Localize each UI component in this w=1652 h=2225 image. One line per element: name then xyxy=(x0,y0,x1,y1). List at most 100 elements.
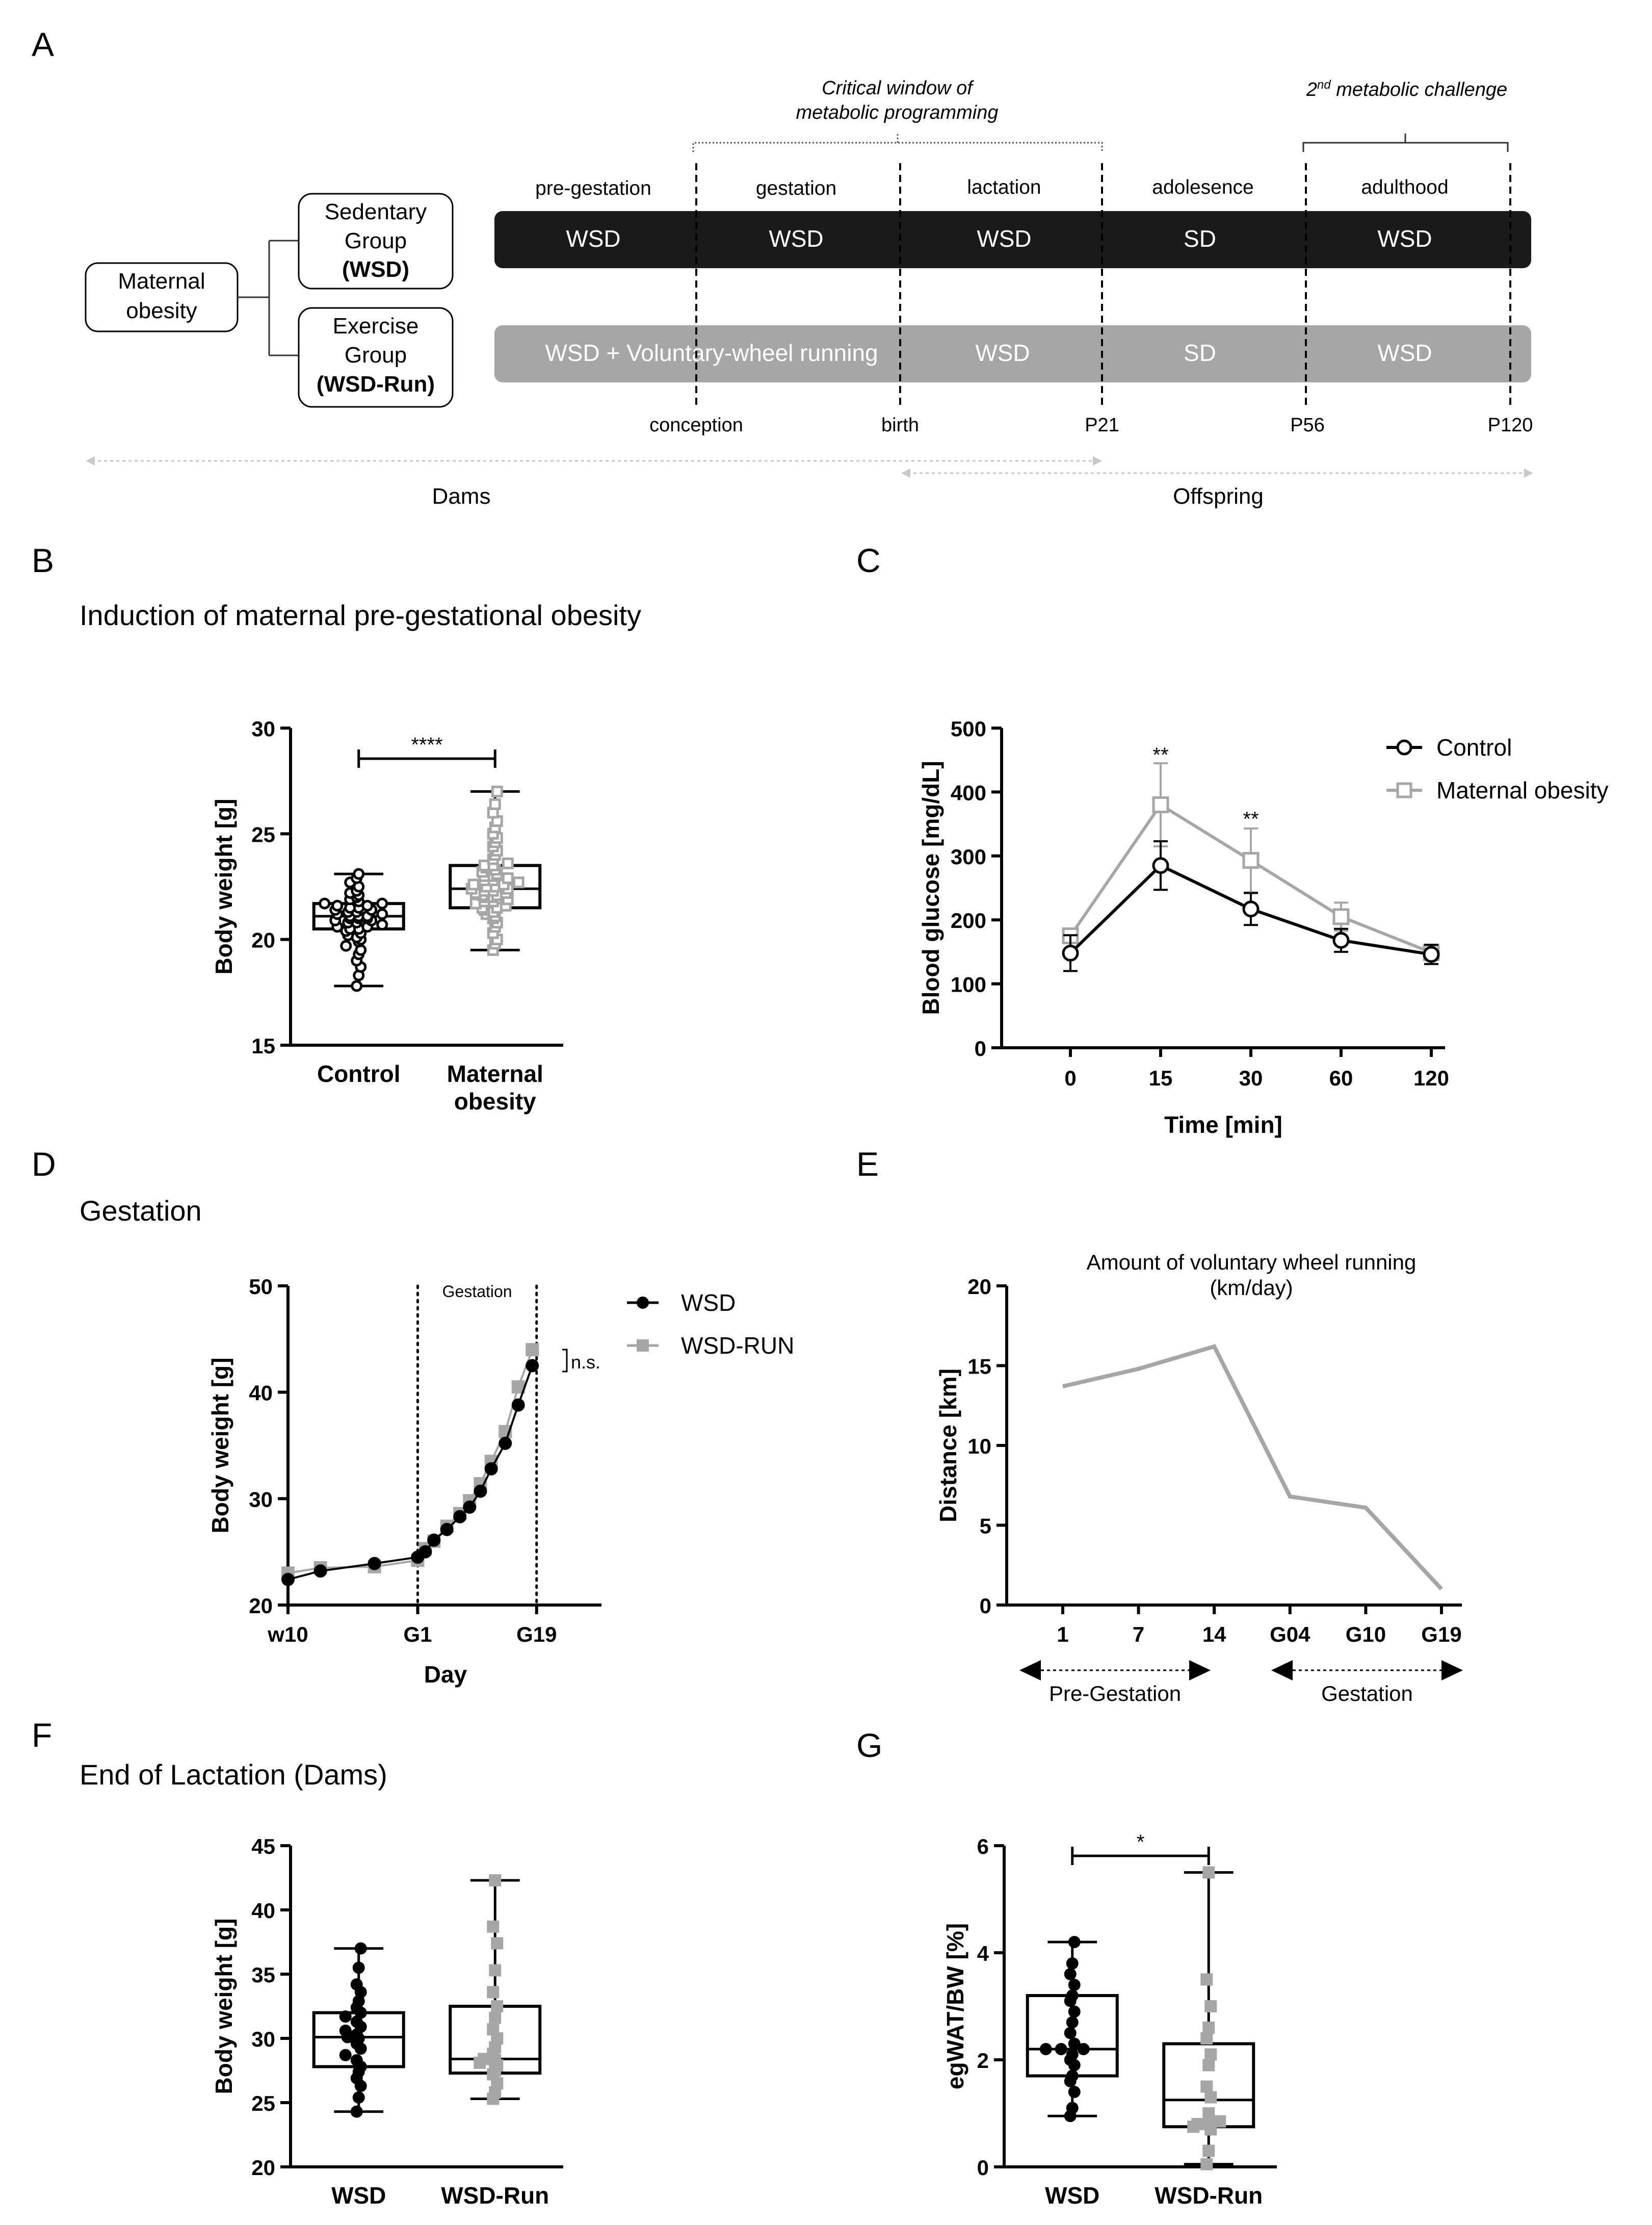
data-point xyxy=(1214,2115,1226,2128)
y-tick-label: 20 xyxy=(251,2156,275,2180)
y-tick-label: 4 xyxy=(977,1942,989,1965)
box-wsd xyxy=(312,1942,405,2118)
data-point xyxy=(489,1874,502,1887)
x-tick-label: 14 xyxy=(1202,1622,1226,1646)
sedentary-group-label: Sedentary xyxy=(325,199,427,224)
panel-letter-b: B xyxy=(32,541,54,579)
data-point xyxy=(489,2011,502,2024)
x-tick-label: G04 xyxy=(1270,1622,1310,1646)
data-point xyxy=(1062,944,1079,962)
significance-label: * xyxy=(1137,1831,1145,1853)
data-point xyxy=(368,1557,381,1570)
data-point xyxy=(440,1522,454,1536)
data-point xyxy=(1066,2102,1079,2114)
y-tick-label: 30 xyxy=(249,1487,273,1511)
y-tick-label: 6 xyxy=(977,1834,989,1858)
exercise-timeline-bar xyxy=(494,325,1531,382)
data-point xyxy=(502,872,514,884)
sedentary-bar-label: WSD xyxy=(977,225,1031,252)
data-point xyxy=(1332,908,1350,925)
exercise-bar-label: WSD + Voluntary-wheel running xyxy=(545,340,878,366)
ns-label: n.s. xyxy=(571,1352,600,1373)
data-point xyxy=(361,899,374,912)
y-tick-label: 15 xyxy=(967,1355,991,1379)
data-point xyxy=(1064,2027,1077,2039)
significance-label: ** xyxy=(1152,744,1168,766)
data-point xyxy=(331,899,344,912)
panel-f-title: End of Lactation (Dams) xyxy=(80,1758,387,1791)
offspring-label: Offspring xyxy=(1173,484,1264,509)
y-tick-label: 0 xyxy=(980,1594,991,1618)
y-tick-label: 300 xyxy=(951,845,986,869)
critical-window-label: Critical window of xyxy=(822,77,974,99)
data-point xyxy=(1202,2022,1215,2034)
data-point xyxy=(502,857,514,869)
x-tick-label: 1 xyxy=(1057,1622,1068,1646)
data-point xyxy=(1066,2069,1079,2082)
data-point xyxy=(474,1484,487,1498)
y-axis-title: Body weight [g] xyxy=(211,1919,237,2094)
data-point xyxy=(512,876,525,889)
x-tick-label: 7 xyxy=(1133,1622,1144,1646)
chart-d-gestation-weight: 20 30 40 50 Body weight [g] w10 G1 G19 Day Gestat… xyxy=(207,1275,794,1688)
x-tick-label: G19 xyxy=(516,1622,557,1646)
exercise-group-box xyxy=(298,307,454,408)
timepoint-label: conception xyxy=(649,415,743,436)
data-point xyxy=(339,2024,352,2037)
dams-label: Dams xyxy=(432,484,491,509)
y-tick-label: 10 xyxy=(967,1434,991,1458)
phase-label: adulthood xyxy=(1361,176,1448,198)
group-connector xyxy=(238,240,299,356)
ns-bracket xyxy=(562,1349,568,1373)
y-axis-title: Distance [km] xyxy=(935,1368,961,1522)
phase-dividers xyxy=(695,163,1511,408)
y-tick-label: 25 xyxy=(251,2091,275,2115)
data-point xyxy=(1152,796,1169,813)
data-point xyxy=(339,2010,352,2023)
series-wsd xyxy=(281,1359,539,1586)
exercise-bar-label: WSD xyxy=(1377,340,1432,366)
data-point xyxy=(281,1572,295,1586)
y-tick-label: 20 xyxy=(251,928,275,952)
data-point xyxy=(354,1942,367,1955)
legend-marker xyxy=(637,1339,649,1352)
data-point xyxy=(1242,900,1260,918)
gestation-region-label: Gestation xyxy=(442,1282,512,1301)
panel-a: A Critical window of metabolic programmi… xyxy=(32,25,1533,509)
x-tick-label: G1 xyxy=(403,1622,432,1646)
data-point xyxy=(453,1510,467,1523)
y-tick-label: 20 xyxy=(967,1275,991,1299)
y-tick-label: 45 xyxy=(251,1834,275,1858)
period-arrow-head xyxy=(1019,1660,1041,1680)
data-point xyxy=(1204,2091,1217,2104)
x-tick-label: Maternal xyxy=(447,1060,543,1087)
data-point xyxy=(1068,2086,1081,2098)
phase-label: adolesence xyxy=(1152,176,1254,198)
data-point xyxy=(489,1964,502,1977)
data-point xyxy=(1200,2080,1213,2093)
legend-label: WSD xyxy=(681,1289,736,1316)
data-point xyxy=(1066,1957,1079,1970)
x-tick-label: Control xyxy=(317,1060,401,1087)
box-wsd-run xyxy=(1162,1866,1255,2170)
data-point xyxy=(1202,2144,1215,2157)
data-point xyxy=(491,785,503,797)
x-tick-label: 120 xyxy=(1413,1066,1449,1090)
data-point xyxy=(376,897,388,910)
data-point xyxy=(491,1937,504,1950)
data-point xyxy=(491,2000,504,2012)
chart-f-end-lactation-weight: 20 25 30 35 40 45 Body weight [g] WSD WSD-Run xyxy=(211,1834,563,2209)
sedentary-bar-label: WSD xyxy=(769,225,823,252)
timepoint-label: birth xyxy=(881,415,919,436)
legend-marker xyxy=(1396,782,1412,798)
data-point xyxy=(1077,2043,1090,2055)
sedentary-timeline-bar xyxy=(494,211,1531,268)
y-tick-label: 50 xyxy=(249,1275,273,1299)
x-tick-label: WSD-Run xyxy=(1155,2182,1263,2209)
x-tick-label: w10 xyxy=(267,1622,308,1646)
data-point xyxy=(1200,1973,1213,1986)
box-wsd-run xyxy=(449,1874,542,2105)
data-point xyxy=(352,2091,365,2104)
panel-d-title: Gestation xyxy=(80,1195,202,1227)
